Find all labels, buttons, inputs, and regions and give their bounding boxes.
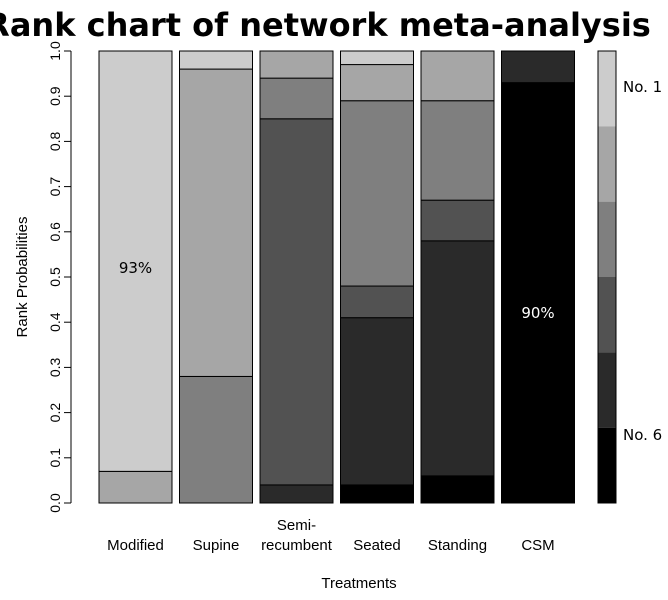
bar-segment [501, 82, 575, 504]
bar-segment [420, 240, 495, 477]
bars: 93% 90% [98, 50, 575, 504]
category-label: Supine [193, 537, 240, 554]
bar-segment [340, 64, 414, 102]
y-tick-label: 0.6 [47, 222, 63, 242]
bar-segment [340, 285, 414, 319]
category-label: CSM [521, 537, 554, 554]
legend-swatch [598, 51, 616, 127]
y-axis: 0.0 0.1 0.2 0.3 0.4 0.5 0.6 0.7 0.8 0.9 1.0 [47, 41, 72, 513]
legend-border [597, 50, 617, 504]
category-label: Seated [353, 537, 401, 554]
bar-segment [179, 375, 253, 504]
x-axis-title: Treatments [321, 575, 396, 592]
x-axis-categories: Modified Supine Semi-recumbent Seated Standi… [107, 517, 555, 554]
bar-segment [259, 50, 334, 79]
y-tick-label: 0.3 [47, 357, 63, 377]
bar-segment [420, 199, 495, 242]
bar-segment [420, 50, 495, 102]
legend-swatch [598, 352, 616, 428]
y-axis-title: Rank Probabilities [14, 217, 31, 338]
y-tick-label: 0.1 [47, 448, 63, 468]
bar-segment [340, 484, 414, 504]
category-label: Modified [107, 537, 164, 554]
bar-segment [179, 50, 253, 70]
legend: No. 1 No. 6 [597, 50, 662, 504]
bar-segment [259, 118, 334, 486]
bar-segment [98, 50, 173, 472]
bar-segment [259, 77, 334, 120]
bar-segment [340, 317, 414, 486]
data-label: 90% [521, 304, 554, 322]
y-tick-label: 0.0 [47, 493, 63, 513]
y-tick-label: 0.8 [47, 131, 63, 151]
legend-swatch [598, 126, 616, 202]
bar-segment [340, 100, 414, 287]
y-tick-label: 0.9 [47, 86, 63, 106]
category-label: Semi- [277, 517, 316, 534]
chart-title: Rank chart of network meta-analysis [0, 6, 651, 44]
bar-segment [259, 484, 334, 504]
bar-segment [501, 50, 575, 84]
category-label: Standing [428, 537, 487, 554]
y-tick-label: 1.0 [47, 41, 63, 61]
y-tick-label: 0.7 [47, 177, 63, 197]
bar-segment [179, 68, 253, 377]
legend-label: No. 1 [623, 78, 662, 96]
legend-label: No. 6 [623, 426, 662, 444]
legend-swatch [598, 427, 616, 503]
bar-segment [98, 470, 173, 504]
y-tick-label: 0.5 [47, 267, 63, 287]
bar-segment [340, 50, 414, 66]
bar-segment [420, 475, 495, 504]
y-tick-label: 0.2 [47, 403, 63, 423]
data-label: 93% [119, 259, 152, 277]
legend-swatch [598, 277, 616, 353]
legend-swatch [598, 201, 616, 277]
bar-segment [420, 100, 495, 201]
category-label: recumbent [261, 537, 333, 554]
y-tick-label: 0.4 [47, 312, 63, 332]
